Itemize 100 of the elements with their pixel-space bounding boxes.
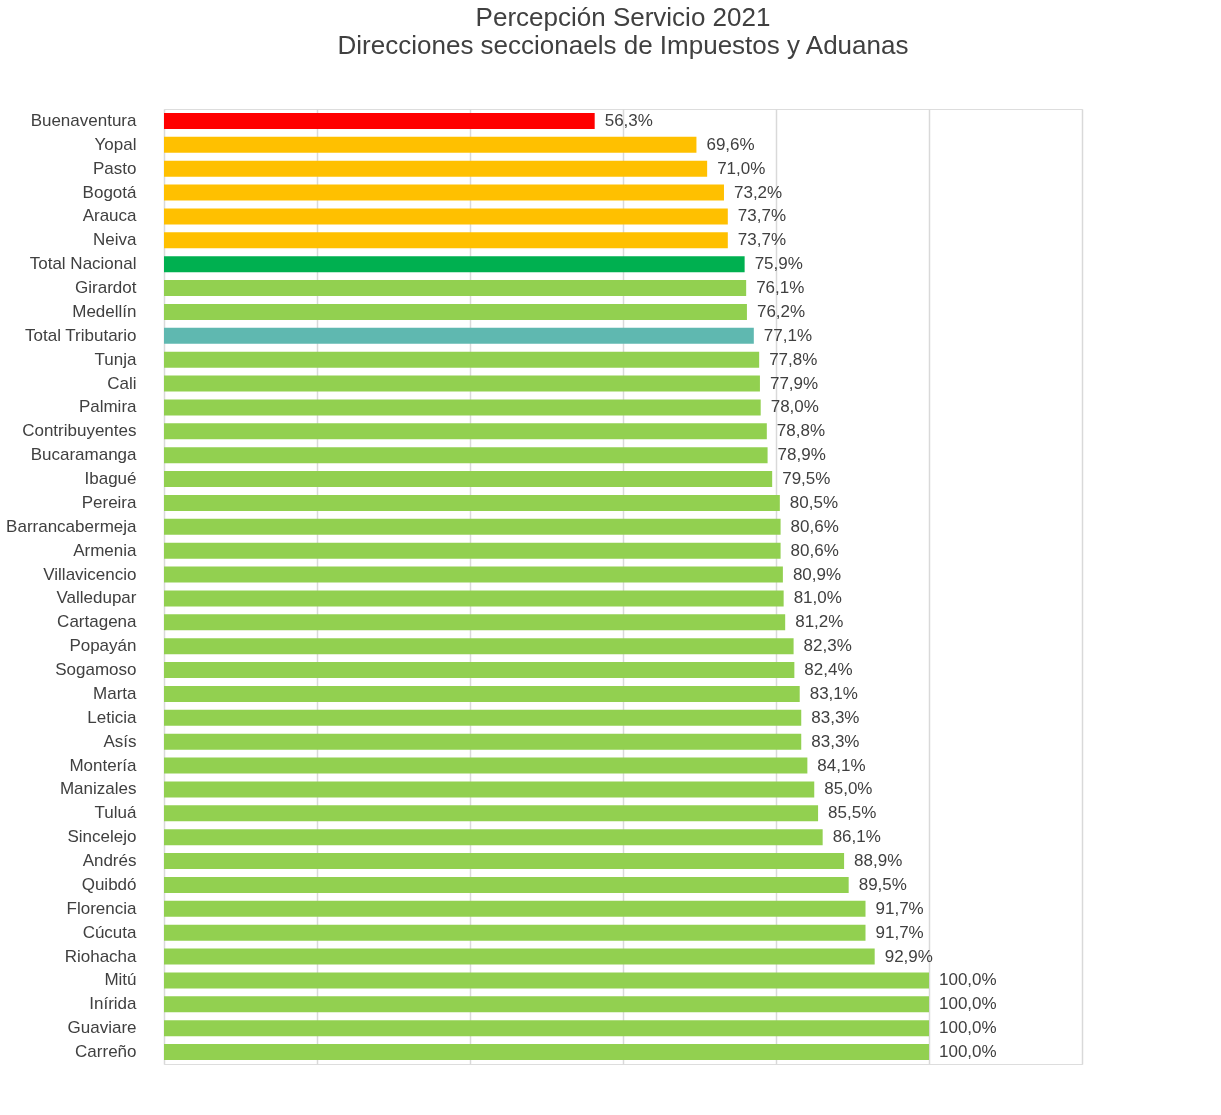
bar <box>164 924 866 941</box>
y-tick-label: Carreño <box>75 1042 137 1062</box>
data-label: 56,3% <box>604 110 653 130</box>
bar <box>164 184 724 201</box>
chart-title: Percepción Servicio 2021 Direcciones seccionaels de Impuestos y Aduanas <box>337 2 909 60</box>
y-tick-label: Sogamoso <box>55 660 137 680</box>
y-tick-label: Palmira <box>78 397 138 417</box>
bar <box>164 208 728 225</box>
y-tick-label: Yopal <box>94 134 137 154</box>
bar <box>164 1044 929 1061</box>
y-tick-label: Valledupar <box>56 588 137 608</box>
y-tick-label: Manizales <box>59 779 137 799</box>
data-label: 80,5% <box>789 492 839 512</box>
bar <box>164 327 754 344</box>
data-label: 76,1% <box>756 278 805 298</box>
bar <box>164 542 781 559</box>
data-label: 80,6% <box>790 516 839 536</box>
bar <box>164 1020 929 1037</box>
data-label: 73,2% <box>733 182 783 202</box>
bar <box>164 685 800 702</box>
bar <box>164 662 795 679</box>
bar <box>164 876 849 893</box>
bar <box>164 136 697 153</box>
y-tick-label: Girardot <box>75 278 137 298</box>
bar <box>164 518 781 535</box>
data-label: 84,1% <box>817 755 866 775</box>
data-label: 78,0% <box>770 397 819 417</box>
y-tick-label: Montería <box>69 755 138 775</box>
y-tick-label: Total Nacional <box>29 254 137 274</box>
y-tick-label: Mitú <box>104 970 137 990</box>
bar <box>164 781 815 798</box>
data-label: 69,6% <box>706 134 755 154</box>
y-tick-label: Total Tributario <box>25 325 137 345</box>
bar <box>164 805 819 822</box>
y-tick-label: Ibagué <box>84 469 137 489</box>
data-label: 80,9% <box>792 564 842 584</box>
data-label: 82,4% <box>804 660 853 680</box>
bar <box>164 757 808 774</box>
y-tick-label: Riohacha <box>64 946 138 966</box>
data-label: 78,9% <box>777 445 826 465</box>
bar <box>164 280 747 297</box>
y-tick-label: Andrés <box>82 851 137 871</box>
bar <box>164 256 745 273</box>
y-tick-label: Bogotá <box>82 182 138 202</box>
y-tick-label: Medellín <box>72 301 137 321</box>
y-tick-label: Arauca <box>82 206 138 226</box>
bar <box>164 399 761 416</box>
data-label: 82,3% <box>803 636 852 656</box>
y-tick-label: Bucaramanga <box>30 445 138 465</box>
bar <box>164 160 708 177</box>
data-label: 83,3% <box>811 707 860 727</box>
bar <box>164 447 768 464</box>
data-label: 83,3% <box>811 731 860 751</box>
bar <box>164 972 929 989</box>
data-label: 89,5% <box>858 874 907 894</box>
bar <box>164 112 595 129</box>
bar <box>164 375 760 392</box>
data-label: 88,9% <box>854 851 903 871</box>
data-label: 81,2% <box>795 612 844 632</box>
bar <box>164 566 783 583</box>
y-tick-label: Cali <box>107 373 137 393</box>
y-tick-label: Pereira <box>81 492 138 512</box>
data-label: 80,6% <box>790 540 839 560</box>
y-tick-label: Asís <box>103 731 137 751</box>
bar <box>164 638 794 655</box>
data-label: 83,1% <box>809 683 858 703</box>
y-tick-label: Neiva <box>93 230 138 250</box>
bar <box>164 590 784 607</box>
data-label: 85,5% <box>828 803 877 823</box>
data-label: 85,0% <box>824 779 873 799</box>
data-label: 100,0% <box>939 994 997 1014</box>
y-tick-label: Guaviare <box>67 1018 137 1038</box>
data-label: 86,1% <box>832 827 881 847</box>
y-tick-label: Buenaventura <box>30 110 138 130</box>
bar <box>164 351 760 368</box>
data-label: 81,0% <box>793 588 842 608</box>
bar <box>164 494 780 511</box>
data-label: 77,8% <box>769 349 818 369</box>
y-tick-label: Inírida <box>89 994 138 1014</box>
y-tick-label: Barrancabermeja <box>6 516 138 536</box>
data-label: 77,9% <box>769 373 819 393</box>
y-tick-label: Tuluá <box>94 803 138 823</box>
bar <box>164 853 845 870</box>
data-label: 91,7% <box>875 898 924 918</box>
bar <box>164 900 866 917</box>
y-tick-label: Villavicencio <box>43 564 137 584</box>
data-label: 73,7% <box>737 230 787 250</box>
bar <box>164 303 747 320</box>
bar <box>164 232 728 249</box>
bar <box>164 709 802 726</box>
data-label: 77,1% <box>763 325 813 345</box>
bar <box>164 829 823 846</box>
y-tick-label: Contribuyentes <box>22 421 137 441</box>
data-label: 78,8% <box>776 421 826 441</box>
y-tick-label: Armenia <box>73 540 138 560</box>
data-label: 75,9% <box>754 254 803 274</box>
y-tick-label: Cartagena <box>57 612 138 632</box>
y-tick-label: Tunja <box>94 349 138 369</box>
bar <box>164 996 929 1013</box>
data-label: 100,0% <box>939 970 997 990</box>
